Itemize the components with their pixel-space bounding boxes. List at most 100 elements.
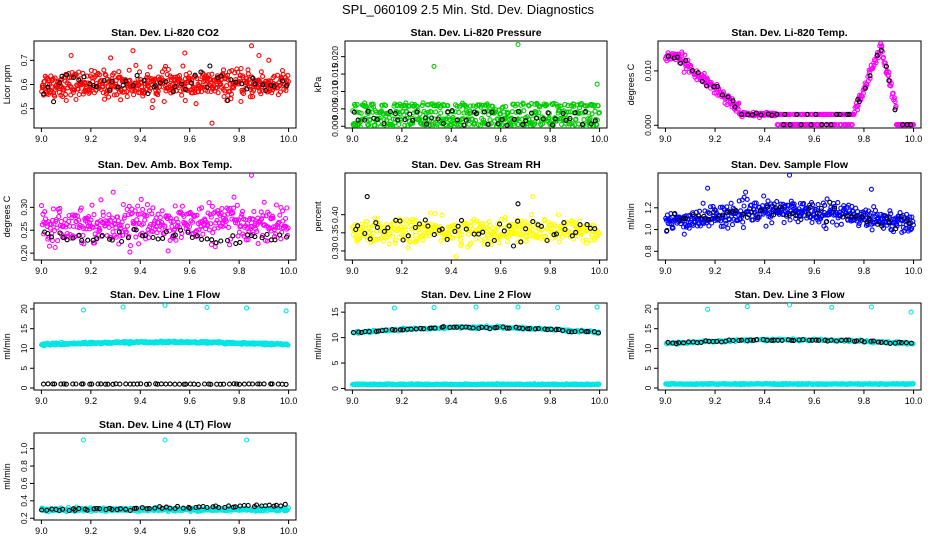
data-point <box>841 205 847 211</box>
data-point <box>843 337 849 343</box>
data-point <box>789 337 795 343</box>
data-point <box>869 227 875 233</box>
data-point <box>520 122 526 128</box>
data-point <box>701 70 707 76</box>
data-point <box>160 235 166 241</box>
data-point <box>245 67 251 73</box>
data-point <box>129 210 135 216</box>
data-point <box>798 122 804 128</box>
data-point <box>395 117 401 123</box>
data-point <box>688 63 694 69</box>
data-point <box>230 210 236 216</box>
data-point <box>438 238 444 244</box>
data-point <box>68 92 74 98</box>
data-point <box>354 102 360 108</box>
data-point <box>676 340 682 346</box>
data-point <box>352 222 358 228</box>
data-point <box>195 381 201 387</box>
data-point <box>47 225 53 231</box>
data-point <box>412 224 418 231</box>
data-point <box>908 122 914 128</box>
y-tick-label: 5 <box>19 366 29 371</box>
data-point <box>497 221 503 227</box>
data-point <box>552 116 559 122</box>
data-point <box>459 232 465 238</box>
plot-points <box>662 41 916 128</box>
data-point <box>134 217 140 223</box>
data-point <box>495 121 501 127</box>
data-point <box>579 121 586 127</box>
data-point <box>280 208 286 214</box>
data-point <box>520 230 526 236</box>
data-point <box>560 327 566 334</box>
data-point <box>124 94 130 100</box>
data-point <box>362 230 368 237</box>
data-point <box>732 104 738 110</box>
data-point <box>585 329 591 335</box>
data-point <box>449 108 455 114</box>
data-point <box>681 231 687 237</box>
data-point <box>258 69 264 75</box>
data-point <box>834 111 840 117</box>
data-point <box>163 213 169 219</box>
data-point <box>530 219 536 225</box>
data-point <box>350 329 357 336</box>
x-tick-label: 9.8 <box>233 266 246 276</box>
data-point <box>199 205 205 211</box>
data-point <box>724 209 730 215</box>
data-point <box>560 110 566 116</box>
data-point <box>488 242 494 248</box>
outlier-point <box>473 304 479 310</box>
data-point <box>142 232 148 239</box>
y-tick-label: 0.8 <box>643 245 653 257</box>
outlier-point <box>515 304 521 310</box>
x-tick-label: 9.8 <box>858 396 871 406</box>
data-point <box>788 198 794 204</box>
data-point <box>91 82 97 89</box>
data-point <box>116 69 122 75</box>
data-point <box>523 226 529 232</box>
data-point <box>389 327 395 333</box>
data-point <box>187 209 193 215</box>
data-point <box>414 238 420 244</box>
data-point <box>375 236 382 242</box>
data-point <box>141 78 147 84</box>
data-point <box>514 232 520 238</box>
data-point <box>888 83 894 89</box>
data-point <box>245 71 251 77</box>
data-point <box>498 217 504 223</box>
data-point <box>58 381 64 387</box>
data-point <box>178 234 184 240</box>
data-point <box>489 109 495 115</box>
data-point <box>275 381 281 387</box>
x-tick-label: 9.4 <box>758 396 771 406</box>
data-point <box>107 87 113 93</box>
data-point <box>402 122 408 128</box>
data-point <box>501 228 507 234</box>
data-point <box>230 233 236 239</box>
data-point <box>793 213 799 219</box>
plot-points <box>350 304 602 388</box>
data-point <box>228 91 234 97</box>
chart-title: Stan. Dev. Line 1 Flow <box>110 289 221 301</box>
data-point <box>209 237 215 243</box>
data-point <box>119 219 125 225</box>
data-point <box>150 98 156 104</box>
data-point <box>126 203 132 209</box>
data-point <box>167 381 173 387</box>
data-point <box>392 237 398 244</box>
data-point <box>356 329 362 335</box>
data-point <box>772 205 779 211</box>
data-point <box>813 337 819 343</box>
data-point <box>139 233 145 239</box>
y-axis-label: degrees C <box>626 63 636 105</box>
data-point <box>537 103 543 109</box>
data-point <box>402 117 408 123</box>
data-point <box>284 205 290 211</box>
data-point <box>823 226 829 232</box>
data-point <box>458 217 465 223</box>
data-point <box>866 216 872 222</box>
data-point <box>665 53 671 59</box>
data-point <box>859 338 865 344</box>
